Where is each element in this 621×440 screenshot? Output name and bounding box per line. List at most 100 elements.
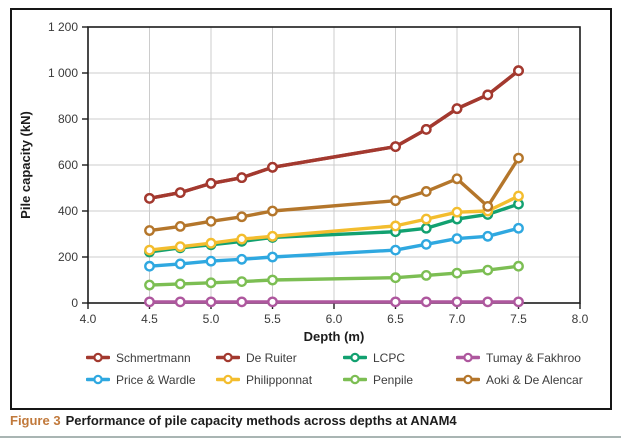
x-tick-label: 8.0 <box>572 312 589 326</box>
data-point-price-wardle <box>267 251 278 263</box>
data-point-schmertmann <box>144 192 155 204</box>
figure-caption: Figure 3 Performance of pile capacity met… <box>10 413 610 428</box>
chart-legend: Schmertmann De Ruiter LCPC Tumay & Fakhroo P… <box>86 349 621 388</box>
data-point-penpile <box>205 277 217 289</box>
data-point-schmertmann <box>390 141 401 153</box>
legend-label: De Ruiter <box>246 350 297 365</box>
figure-caption-text: Performance of pile capacity methods acr… <box>65 413 457 428</box>
x-tick-label: 4.5 <box>141 312 158 326</box>
tick-labels: 4.0 4.5 5.0 5.5 6.0 6.5 7.0 7.5 8.0 0 200 400 600 800… <box>48 20 589 326</box>
data-point-philipponnat <box>236 233 248 245</box>
series-philipponnat <box>144 190 524 256</box>
legend-label: Schmertmann <box>116 350 191 365</box>
y-tick-label: 600 <box>58 158 78 172</box>
data-point-price-wardle <box>482 230 494 242</box>
data-point-aoki-de-alencar <box>420 186 432 197</box>
data-point-schmertmann <box>174 187 186 199</box>
data-point-tumay-fakhroo <box>420 296 432 308</box>
data-point-penpile <box>236 276 248 288</box>
data-point-aoki-de-alencar <box>174 221 186 232</box>
data-point-tumay-fakhroo <box>390 296 401 308</box>
data-point-aoki-de-alencar <box>451 173 463 185</box>
data-point-philipponnat <box>420 213 432 225</box>
series-schmertmann <box>144 65 524 204</box>
legend-label: Penpile <box>373 372 414 387</box>
legend-item-aoki-de-alencar: Aoki & De Alencar <box>456 371 621 388</box>
legend-label: Philipponnat <box>246 372 313 387</box>
series-penpile <box>144 260 524 291</box>
gridlines <box>88 27 580 303</box>
data-point-penpile <box>267 274 278 286</box>
y-axis-title: Pile capacity (kN) <box>18 111 33 219</box>
x-tick-label: 5.5 <box>264 312 281 326</box>
data-point-schmertmann <box>482 89 494 101</box>
y-tick-label: 200 <box>58 250 78 264</box>
data-point-philipponnat <box>267 230 278 242</box>
data-point-aoki-de-alencar <box>390 195 401 207</box>
data-point-lcpc <box>420 222 432 234</box>
legend-label: LCPC <box>373 350 406 365</box>
legend-label: Aoki & De Alencar <box>486 372 583 387</box>
data-point-tumay-fakhroo <box>174 296 186 308</box>
x-tick-label: 7.0 <box>449 312 466 326</box>
data-point-penpile <box>451 267 463 279</box>
y-tick-label: 1 000 <box>48 66 78 80</box>
data-point-tumay-fakhroo <box>267 296 278 308</box>
data-point-aoki-de-alencar <box>267 205 278 217</box>
legend-item-tumay-fakhroo: Tumay & Fakhroo <box>456 349 621 366</box>
data-point-aoki-de-alencar <box>513 152 524 164</box>
data-point-price-wardle <box>205 255 217 267</box>
data-point-price-wardle <box>420 238 432 250</box>
data-point-schmertmann <box>451 103 463 115</box>
legend-label: Price & Wardle <box>116 372 196 387</box>
data-point-price-wardle <box>451 233 463 245</box>
data-point-tumay-fakhroo <box>236 296 248 308</box>
x-tick-label: 6.0 <box>326 312 343 326</box>
data-point-philipponnat <box>390 220 401 232</box>
legend-item-de-ruiter: De Ruiter <box>216 349 343 366</box>
legend-marker-icon <box>456 352 480 363</box>
data-point-aoki-de-alencar <box>205 215 217 227</box>
legend-marker-icon <box>216 374 240 385</box>
data-point-price-wardle <box>174 258 186 270</box>
data-point-penpile <box>390 272 401 284</box>
legend-marker-icon <box>343 374 367 385</box>
data-point-philipponnat <box>451 206 463 218</box>
legend-marker-icon <box>86 352 110 363</box>
series-aoki-de-alencar <box>144 152 524 236</box>
data-point-philipponnat <box>205 237 217 249</box>
x-tick-label: 4.0 <box>80 312 97 326</box>
y-tick-label: 400 <box>58 204 78 218</box>
y-tick-label: 1 200 <box>48 20 78 34</box>
legend-item-schmertmann: Schmertmann <box>86 349 216 366</box>
data-point-penpile <box>420 269 432 281</box>
data-point-penpile <box>482 264 494 276</box>
data-point-tumay-fakhroo <box>205 296 217 308</box>
data-point-tumay-fakhroo <box>144 296 155 308</box>
data-point-aoki-de-alencar <box>144 225 155 236</box>
legend-marker-icon <box>216 352 240 363</box>
data-point-penpile <box>144 279 155 291</box>
data-point-philipponnat <box>144 244 155 256</box>
data-point-tumay-fakhroo <box>482 296 494 308</box>
data-point-schmertmann <box>205 177 217 189</box>
legend-marker-icon <box>456 374 480 385</box>
x-tick-label: 6.5 <box>387 312 404 326</box>
series-tumay-fakhroo <box>144 296 524 308</box>
x-axis-title: Depth (m) <box>304 329 365 344</box>
data-point-penpile <box>513 260 524 272</box>
x-tick-label: 5.0 <box>203 312 220 326</box>
data-point-penpile <box>174 278 186 290</box>
data-point-schmertmann <box>420 123 432 135</box>
data-point-price-wardle <box>513 222 524 234</box>
data-point-price-wardle <box>236 253 248 265</box>
legend-marker-icon <box>86 374 110 385</box>
series-price-wardle <box>144 222 524 272</box>
y-tick-label: 800 <box>58 112 78 126</box>
y-tick-label: 0 <box>71 296 78 310</box>
data-point-tumay-fakhroo <box>451 296 463 308</box>
x-tick-label: 7.5 <box>510 312 527 326</box>
data-point-price-wardle <box>144 260 155 272</box>
legend-marker-icon <box>343 352 367 363</box>
data-point-aoki-de-alencar <box>482 200 494 212</box>
